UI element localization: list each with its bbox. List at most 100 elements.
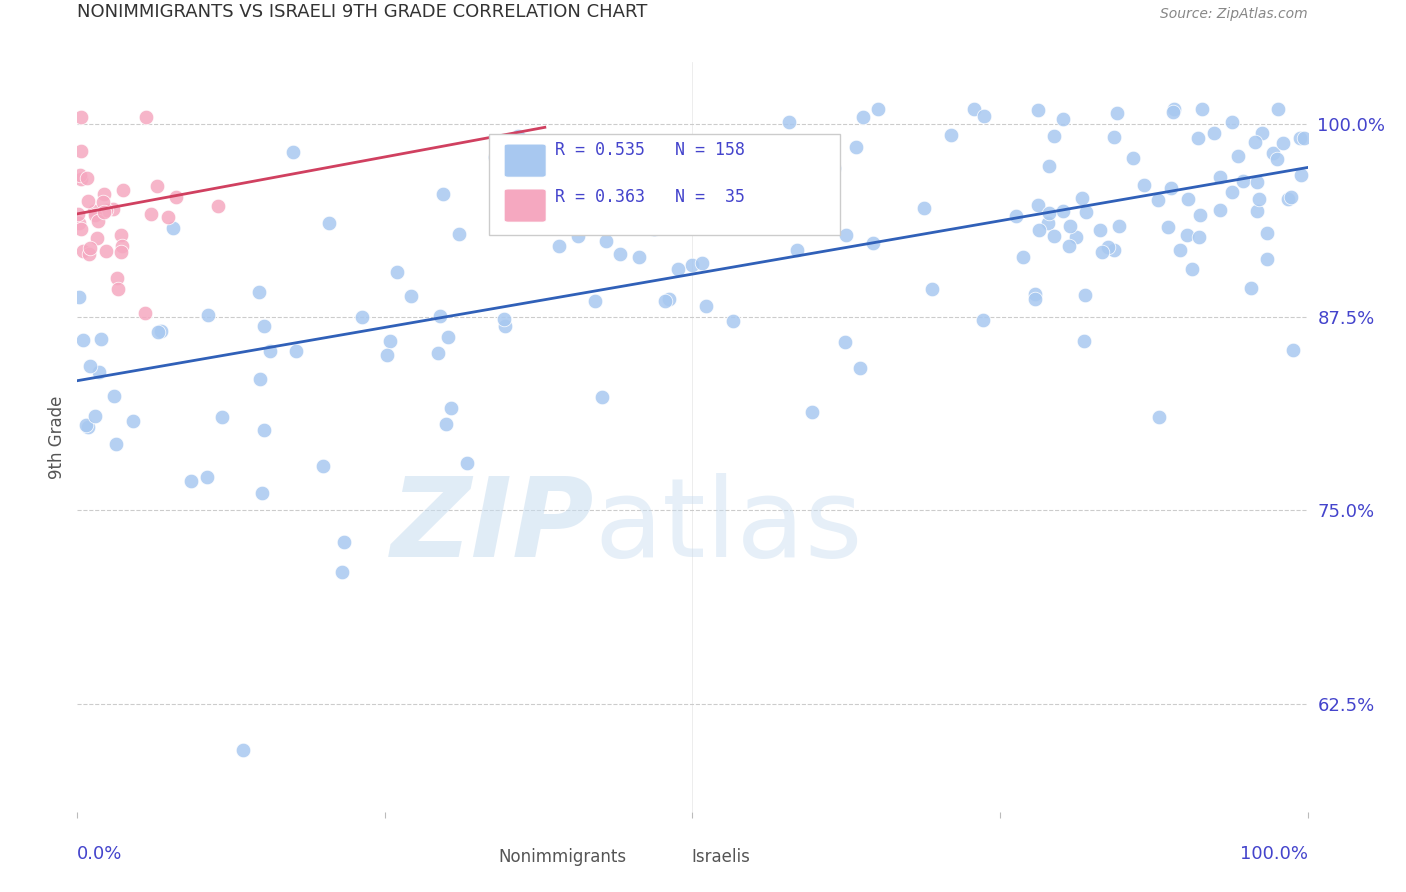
Point [1247,192,1270,206]
Text: Nonimmigrants: Nonimmigrants [498,848,626,866]
Point [595,234,617,248]
Point [72,333,94,347]
Point [440,401,463,416]
Point [195,470,218,484]
Point [111,183,134,197]
Point [801,405,824,419]
Point [456,456,478,470]
Point [634,136,657,151]
Point [1289,131,1312,145]
Point [1187,131,1209,145]
Point [517,169,540,183]
Point [180,475,202,489]
Point [1052,203,1074,218]
Point [69,171,91,186]
Point [67,216,90,230]
Point [668,262,690,277]
Point [1028,222,1050,236]
Point [963,102,986,116]
Point [447,227,470,242]
Point [103,202,125,217]
Point [87,214,110,228]
Point [1073,288,1095,302]
Point [1256,226,1278,240]
Point [835,228,858,243]
Point [1246,175,1268,189]
Point [1282,343,1305,358]
Point [1105,106,1128,120]
Point [162,221,184,235]
Point [1102,130,1125,145]
Point [973,109,995,123]
Point [75,417,97,432]
Point [1163,102,1185,116]
Text: 0.0%: 0.0% [77,846,122,863]
Point [921,282,943,296]
Point [681,258,703,272]
Point [1163,104,1185,119]
Point [1160,180,1182,194]
Point [93,205,115,219]
Point [972,313,994,327]
Point [146,179,169,194]
Point [432,187,454,202]
Text: Source: ZipAtlas.com: Source: ZipAtlas.com [1160,7,1308,21]
Point [723,314,745,328]
FancyBboxPatch shape [655,848,688,868]
Point [146,325,169,339]
FancyBboxPatch shape [505,189,546,222]
Point [591,199,613,213]
Point [91,194,114,209]
Point [1251,127,1274,141]
Point [67,289,90,303]
Point [207,199,229,213]
Point [1168,244,1191,258]
Point [1052,112,1074,127]
Point [862,235,884,250]
Point [1057,239,1080,253]
Point [312,458,335,473]
Point [1246,204,1268,219]
Point [1059,219,1081,233]
Point [156,211,179,225]
Point [1261,145,1284,160]
Point [1024,292,1046,306]
Point [1074,204,1097,219]
Point [72,244,94,258]
Point [695,299,717,313]
Point [866,102,889,116]
Point [1222,114,1244,128]
Text: atlas: atlas [595,474,862,581]
Point [247,285,270,299]
Point [1043,128,1066,143]
Point [79,247,101,261]
Point [122,414,145,428]
Point [491,216,513,230]
Point [1220,185,1243,199]
Point [232,743,254,757]
Point [79,241,101,255]
Text: Israelis: Israelis [692,848,749,866]
Point [434,417,457,431]
Point [1227,149,1250,163]
Point [567,228,589,243]
FancyBboxPatch shape [489,134,841,235]
Point [661,180,683,194]
Point [778,115,800,129]
Point [211,410,233,425]
Point [1272,136,1295,150]
Point [717,211,740,226]
Point [1038,216,1060,230]
Point [1181,261,1204,276]
Point [561,209,583,223]
Point [1204,126,1226,140]
Point [852,110,875,124]
Point [110,245,132,260]
Point [658,292,681,306]
Point [654,294,676,309]
Point [69,168,91,182]
Point [249,371,271,385]
Point [1132,178,1154,192]
Point [1147,409,1170,424]
Point [1088,222,1111,236]
